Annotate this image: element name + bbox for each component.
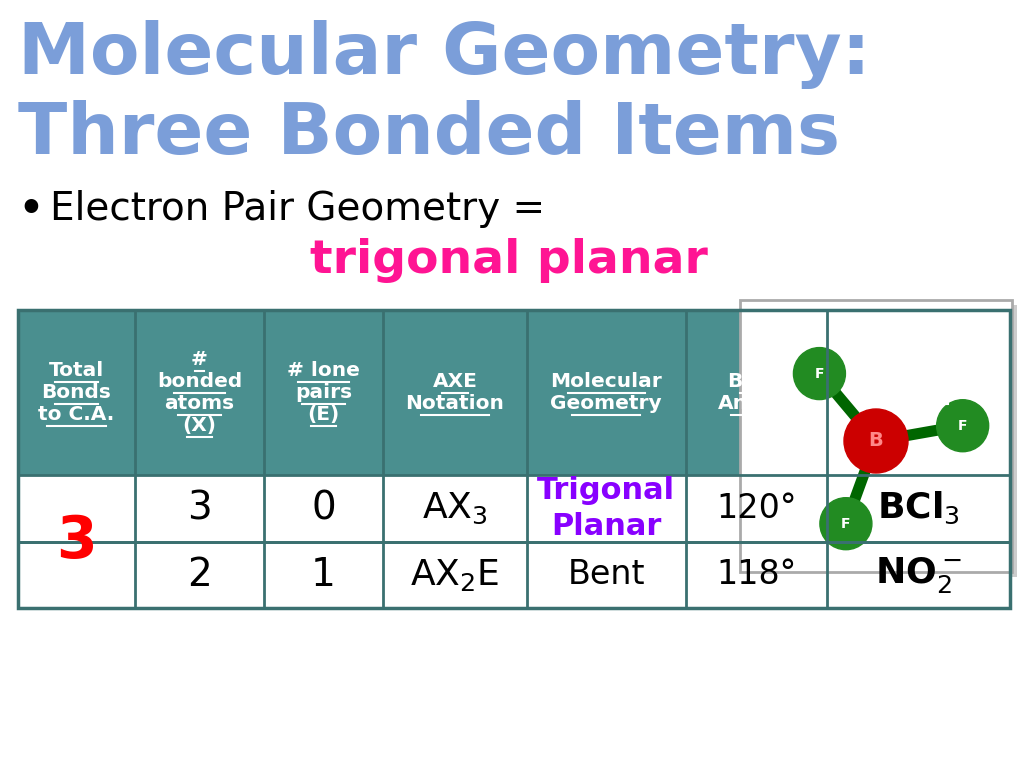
- Text: (E): (E): [307, 405, 340, 424]
- Text: 120°: 120°: [717, 492, 797, 525]
- Text: # lone: # lone: [287, 361, 360, 380]
- Bar: [18, 475, 1010, 541]
- Text: 2: 2: [187, 556, 212, 594]
- Bar: [18, 310, 1010, 608]
- Text: B: B: [868, 432, 884, 451]
- Text: 0: 0: [311, 489, 336, 528]
- Bar: [18, 310, 1010, 475]
- Text: trigonal planar: trigonal planar: [310, 238, 708, 283]
- Text: AXE: AXE: [432, 372, 477, 391]
- Bar: [740, 300, 1012, 572]
- Text: F: F: [815, 366, 824, 381]
- Text: Electron Pair Geometry =: Electron Pair Geometry =: [50, 190, 545, 228]
- Text: Total: Total: [49, 361, 104, 380]
- Text: #: #: [191, 350, 208, 369]
- Text: NO$_2^-$: NO$_2^-$: [876, 554, 963, 594]
- Text: Bonds: Bonds: [42, 383, 112, 402]
- Circle shape: [794, 348, 846, 399]
- Text: BCl$_3$: BCl$_3$: [878, 490, 961, 526]
- Text: Bond: Bond: [728, 372, 785, 391]
- Text: Example: Example: [870, 383, 967, 402]
- Bar: [745, 305, 1017, 577]
- Text: 3: 3: [187, 489, 212, 528]
- Text: F: F: [957, 419, 968, 432]
- Text: Bent: Bent: [567, 558, 645, 591]
- Text: 3: 3: [56, 513, 97, 570]
- Circle shape: [937, 399, 988, 452]
- Text: AX$_3$: AX$_3$: [422, 491, 487, 526]
- Text: Angles: Angles: [718, 394, 795, 413]
- Text: F: F: [841, 517, 851, 531]
- Bar: [18, 541, 1010, 608]
- Text: Molecular: Molecular: [550, 372, 663, 391]
- Text: •: •: [18, 190, 43, 228]
- Text: to C.A.: to C.A.: [39, 405, 115, 424]
- Text: bonded: bonded: [157, 372, 242, 391]
- Text: (X): (X): [182, 416, 216, 435]
- Text: 1: 1: [311, 556, 336, 594]
- Text: atoms: atoms: [165, 394, 234, 413]
- Text: Notation: Notation: [406, 394, 505, 413]
- Text: 118°: 118°: [717, 558, 797, 591]
- Text: pairs: pairs: [295, 383, 352, 402]
- Text: Geometry: Geometry: [551, 394, 663, 413]
- Text: Three Bonded Items: Three Bonded Items: [18, 100, 840, 169]
- Text: Molecular Geometry:: Molecular Geometry:: [18, 20, 870, 89]
- Circle shape: [820, 498, 871, 550]
- Circle shape: [844, 409, 908, 473]
- Text: AX$_2$E: AX$_2$E: [411, 557, 500, 593]
- Text: Trigonal
Planar: Trigonal Planar: [538, 476, 675, 541]
